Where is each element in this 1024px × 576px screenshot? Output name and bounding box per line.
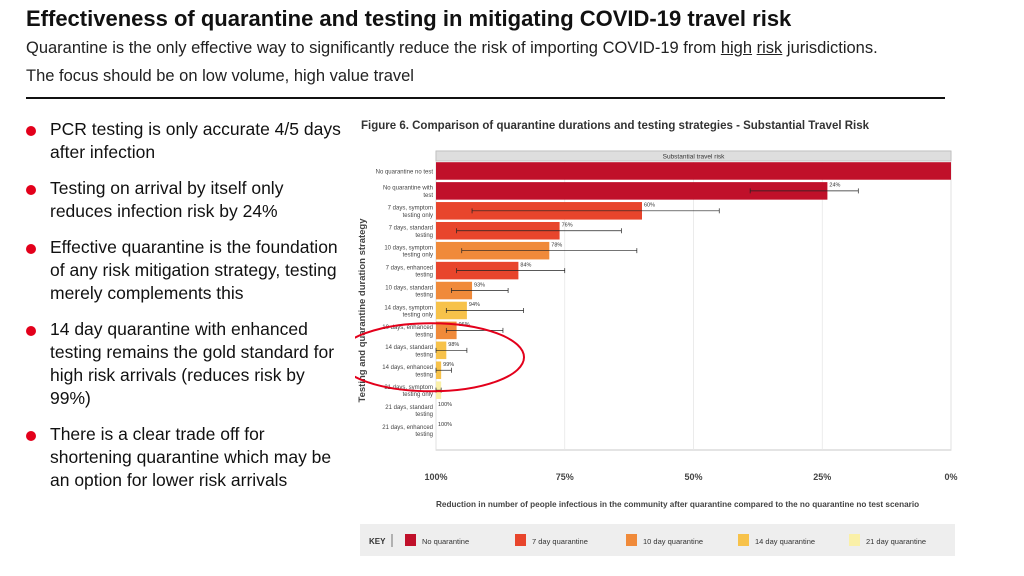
bullet-dot-icon (26, 326, 36, 336)
category-label: 14 days, symptom (384, 305, 433, 311)
category-label: 14 days, standard (385, 345, 433, 351)
category-label: testing (415, 293, 433, 299)
x-tick-label: 25% (813, 472, 831, 482)
category-label: testing (415, 432, 433, 438)
bullet-dot-icon (26, 244, 36, 254)
bullet-text: There is a clear trade off for shortenin… (50, 424, 332, 490)
legend-swatch (626, 534, 637, 546)
category-label: testing (415, 412, 433, 418)
category-label: 21 days, standard (385, 405, 433, 411)
bar-1 (436, 182, 828, 200)
subtitle-text-end: jurisdictions. The focus should be on lo… (26, 39, 878, 85)
bullet-text: Effective quarantine is the foundation o… (50, 237, 338, 303)
slide-title: Effectiveness of quarantine and testing … (26, 6, 792, 31)
bullet-item: 14 day quarantine with enhanced testing … (26, 318, 348, 410)
category-label: testing only (403, 253, 433, 259)
data-label: 99% (443, 362, 454, 368)
category-label: 21 days, symptom (384, 385, 433, 391)
category-label: testing (415, 332, 433, 338)
subtitle-text: Quarantine is the only effective way to … (26, 39, 721, 57)
bullet-item: Effective quarantine is the foundation o… (26, 236, 348, 305)
x-tick-label: 50% (684, 472, 702, 482)
category-label: 10 days, enhanced (382, 325, 433, 331)
data-label: 78% (551, 242, 562, 248)
x-tick-label: 75% (556, 472, 574, 482)
legend-label: No quarantine (422, 537, 469, 546)
quarantine-bar-chart: Figure 6. Comparison of quarantine durat… (337, 120, 958, 556)
data-label: 98% (448, 342, 459, 348)
subtitle-underlined-high: high (720, 39, 753, 57)
x-tick-label: 0% (944, 472, 957, 482)
bullet-dot-icon (26, 431, 36, 441)
category-label: No quarantine no test (376, 169, 434, 175)
category-label: test (423, 193, 433, 199)
bullet-text: PCR testing is only accurate 4/5 days af… (50, 119, 341, 162)
legend-label: 21 day quarantine (866, 537, 926, 546)
data-label: 24% (829, 183, 840, 189)
category-label: testing (415, 352, 433, 358)
category-label: 7 days, symptom (388, 206, 433, 212)
bullet-item: There is a clear trade off for shortenin… (26, 423, 348, 492)
chart-title: Figure 6. Comparison of quarantine durat… (361, 120, 870, 132)
bullet-text: Testing on arrival by itself only reduce… (50, 178, 284, 221)
bullet-item: PCR testing is only accurate 4/5 days af… (26, 118, 348, 164)
y-axis-title: Testing and quarantine duration strategy (357, 218, 368, 403)
title-divider (26, 97, 945, 99)
category-label: testing (415, 273, 433, 279)
category-label: 7 days, standard (389, 226, 433, 232)
legend-label: 14 day quarantine (755, 537, 815, 546)
bullet-dot-icon (26, 185, 36, 195)
legend-label: 10 day quarantine (643, 537, 703, 546)
category-label: 10 days, standard (385, 285, 433, 291)
category-label: testing only (403, 213, 433, 219)
legend-swatch (515, 534, 526, 546)
legend-label: 7 day quarantine (532, 537, 588, 546)
x-axis-title: Reduction in number of people infectious… (436, 500, 919, 509)
category-label: 14 days, enhanced (382, 365, 433, 371)
figure-6-chart: Figure 6. Comparison of quarantine durat… (337, 108, 960, 570)
data-label: 76% (562, 222, 573, 228)
data-label: 84% (520, 262, 531, 268)
data-label: 100% (438, 422, 452, 428)
slide-subtitle: Quarantine is the only effective way to … (26, 34, 906, 90)
data-label: 100% (438, 402, 452, 408)
bullet-text: 14 day quarantine with enhanced testing … (50, 319, 335, 408)
category-label: No quarantine with (383, 186, 433, 192)
category-label: testing (415, 372, 433, 378)
category-label: testing only (403, 312, 433, 318)
legend-swatch (738, 534, 749, 546)
data-label: 60% (644, 203, 655, 209)
category-label: 21 days, enhanced (382, 425, 433, 431)
bar-0 (436, 162, 951, 180)
category-label: 7 days, enhanced (386, 265, 433, 271)
data-label: 93% (474, 282, 485, 288)
legend-swatch (849, 534, 860, 546)
bullet-list: PCR testing is only accurate 4/5 days af… (26, 118, 348, 505)
category-label: testing only (403, 392, 433, 398)
x-tick-label: 100% (424, 472, 447, 482)
category-label: testing (415, 233, 433, 239)
bullet-item: Testing on arrival by itself only reduce… (26, 177, 348, 223)
legend-swatch (405, 534, 416, 546)
panel-label: Substantial travel risk (663, 154, 726, 161)
bullet-dot-icon (26, 126, 36, 136)
legend-key-label: KEY (369, 537, 386, 546)
subtitle-underlined-risk: risk (756, 39, 783, 57)
category-label: 10 days, symptom (384, 245, 433, 251)
data-label: 94% (469, 302, 480, 308)
